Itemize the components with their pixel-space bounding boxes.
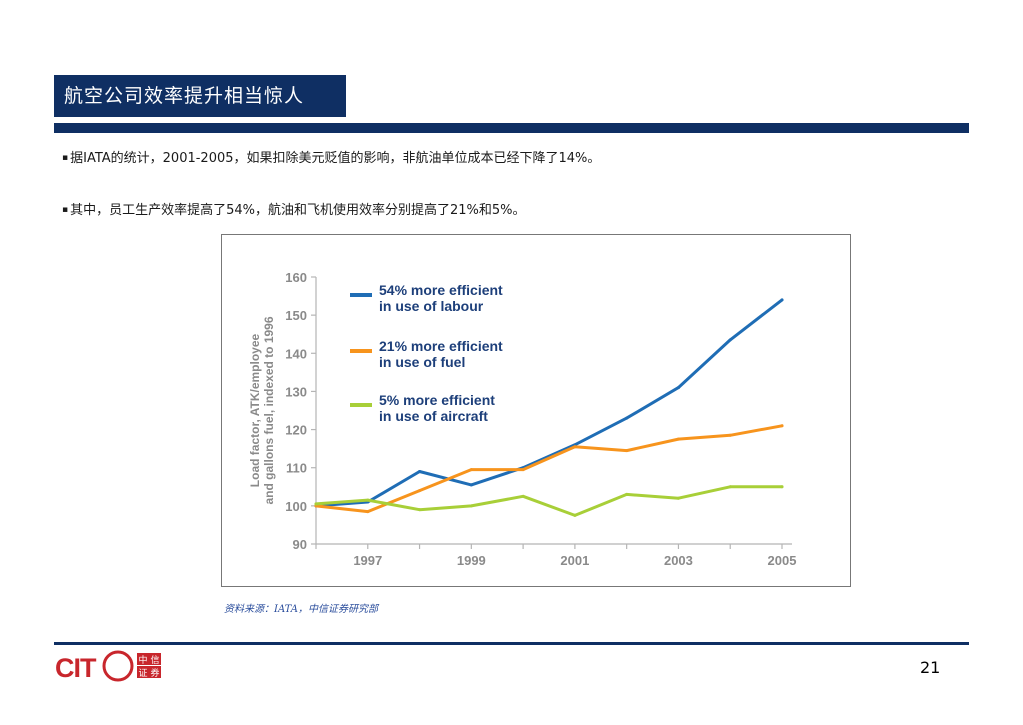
data-point bbox=[625, 416, 629, 420]
data-point bbox=[780, 424, 784, 428]
y-tick-label: 150 bbox=[285, 308, 307, 323]
legend-label: in use of fuel bbox=[379, 354, 465, 370]
y-tick-label: 100 bbox=[285, 499, 307, 514]
x-tick-label: 1999 bbox=[457, 553, 486, 568]
y-tick-label: 120 bbox=[285, 423, 307, 438]
chart-frame: 90 100 110 120 130 140 150 160 1997 1999 2001 2003 2… bbox=[221, 234, 851, 587]
legend-label: in use of aircraft bbox=[379, 408, 488, 424]
series-line-3 bbox=[314, 485, 784, 517]
data-point bbox=[780, 298, 784, 302]
y-axis-title-line: Load factor, ATK/employee bbox=[248, 333, 262, 487]
series-line-1 bbox=[314, 298, 784, 508]
data-point bbox=[469, 504, 473, 508]
data-point bbox=[314, 502, 318, 506]
bullet-text: 据IATA的统计，2001-2005，如果扣除美元贬值的影响，非航油单位成本已经… bbox=[70, 151, 601, 166]
efficiency-line-chart: 90 100 110 120 130 140 150 160 1997 1999 2001 2003 2… bbox=[248, 270, 797, 568]
y-tick-label: 140 bbox=[285, 346, 307, 361]
x-tick-label: 2001 bbox=[560, 553, 589, 568]
data-point bbox=[521, 468, 525, 472]
y-tick-label: 130 bbox=[285, 384, 307, 399]
bullet-marker: ▪ bbox=[62, 153, 69, 163]
svg-text:证: 证 bbox=[138, 668, 147, 679]
y-tick-label: 160 bbox=[285, 270, 307, 285]
page-number: 21 bbox=[920, 658, 941, 677]
y-tick-label: 90 bbox=[293, 537, 307, 552]
bullet-text: 其中，员工生产效率提高了54%，航油和飞机使用效率分别提高了21%和5%。 bbox=[70, 203, 526, 218]
data-point bbox=[418, 508, 422, 512]
svg-text:CIT: CIT bbox=[55, 653, 97, 682]
data-point bbox=[728, 485, 732, 489]
citic-logo-mark: CIT 中 信 证 券 bbox=[55, 650, 161, 683]
footer-rule bbox=[54, 642, 969, 645]
y-axis-title-line: and gallons fuel, indexed to 1996 bbox=[262, 316, 276, 504]
citic-logo: CIT 中 信 证 券 bbox=[55, 650, 165, 683]
source-note: 资料来源：IATA，中信证券研究部 bbox=[224, 604, 378, 615]
data-point bbox=[469, 468, 473, 472]
x-tick-label: 2003 bbox=[664, 553, 693, 568]
bullet-marker: ▪ bbox=[62, 205, 69, 215]
y-tick-label: 110 bbox=[286, 461, 307, 476]
legend-label: 21% more efficient bbox=[379, 338, 503, 354]
data-point bbox=[728, 433, 732, 437]
data-point bbox=[728, 338, 732, 342]
data-point bbox=[676, 386, 680, 390]
data-point bbox=[469, 483, 473, 487]
data-point bbox=[418, 489, 422, 493]
data-point bbox=[366, 510, 370, 514]
x-tick-label: 1997 bbox=[353, 553, 382, 568]
data-point bbox=[676, 437, 680, 441]
svg-text:信: 信 bbox=[150, 654, 159, 666]
svg-text:中: 中 bbox=[138, 654, 147, 666]
data-point bbox=[521, 494, 525, 498]
x-tick-label: 2005 bbox=[768, 553, 797, 568]
legend-label: 5% more efficient bbox=[379, 392, 495, 408]
data-point bbox=[366, 498, 370, 502]
bullet-item-1: ▪ 据IATA的统计，2001-2005，如果扣除美元贬值的影响，非航油单位成本已… bbox=[62, 147, 600, 166]
data-point bbox=[625, 449, 629, 453]
slide-title: 航空公司效率提升相当惊人 bbox=[54, 75, 346, 117]
data-point bbox=[625, 492, 629, 496]
data-point bbox=[573, 445, 577, 449]
svg-text:券: 券 bbox=[150, 667, 159, 679]
data-point bbox=[780, 485, 784, 489]
header-rule bbox=[54, 123, 969, 133]
data-point bbox=[676, 496, 680, 500]
series-line-2 bbox=[314, 424, 784, 514]
data-point bbox=[573, 513, 577, 517]
data-point bbox=[418, 470, 422, 474]
legend-label: in use of labour bbox=[379, 298, 484, 314]
legend-label: 54% more efficient bbox=[379, 282, 503, 298]
bullet-item-2: ▪ 其中，员工生产效率提高了54%，航油和飞机使用效率分别提高了21%和5%。 bbox=[62, 199, 526, 218]
